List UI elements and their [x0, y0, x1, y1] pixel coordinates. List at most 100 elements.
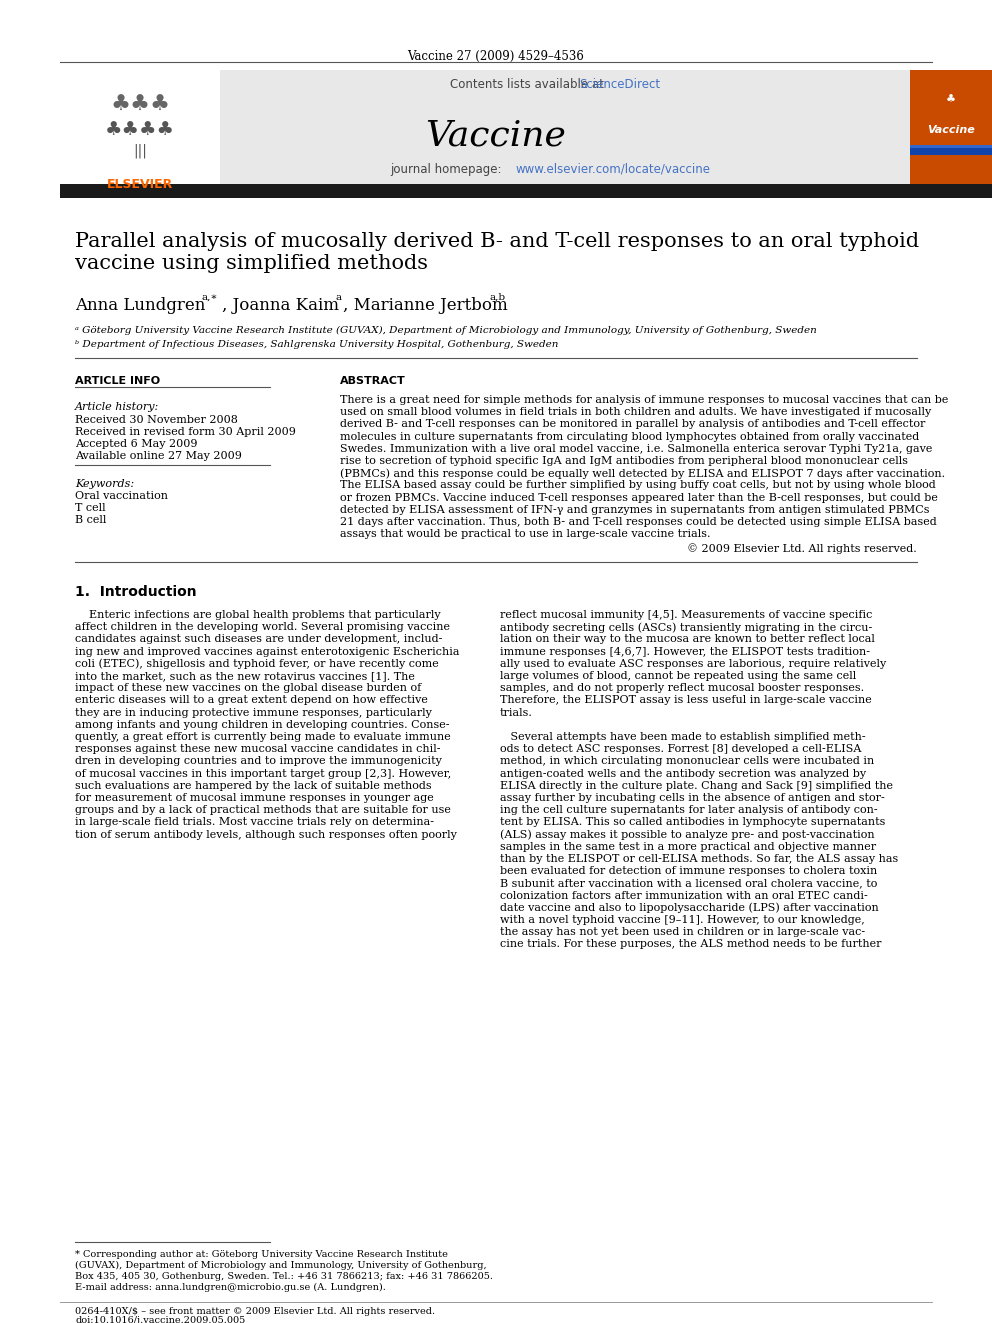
Text: Vaccine 27 (2009) 4529–4536: Vaccine 27 (2009) 4529–4536	[408, 50, 584, 64]
Text: |||: |||	[133, 143, 147, 157]
Bar	[60, 70, 220, 185]
Text: derived B- and T-cell responses can be monitored in parallel by analysis of anti: derived B- and T-cell responses can be m…	[340, 419, 926, 430]
Text: ScienceDirect: ScienceDirect	[579, 78, 660, 91]
Text: ods to detect ASC responses. Forrest [8] developed a cell-ELISA: ods to detect ASC responses. Forrest [8]…	[500, 745, 861, 754]
Text: Received 30 November 2008: Received 30 November 2008	[75, 415, 238, 425]
Text: date vaccine and also to lipopolysaccharide (LPS) after vaccination: date vaccine and also to lipopolysacchar…	[500, 902, 879, 913]
Text: ABSTRACT: ABSTRACT	[340, 376, 406, 386]
Text: Accepted 6 May 2009: Accepted 6 May 2009	[75, 439, 197, 448]
Text: Therefore, the ELISPOT assay is less useful in large-scale vaccine: Therefore, the ELISPOT assay is less use…	[500, 696, 872, 705]
Text: cine trials. For these purposes, the ALS method needs to be further: cine trials. For these purposes, the ALS…	[500, 939, 882, 950]
Text: 1.  Introduction: 1. Introduction	[75, 585, 196, 599]
Bar	[60, 184, 992, 198]
Text: affect children in the developing world. Several promising vaccine: affect children in the developing world.…	[75, 622, 450, 632]
Text: www.elsevier.com/locate/vaccine: www.elsevier.com/locate/vaccine	[516, 163, 711, 176]
Text: tion of serum antibody levels, although such responses often poorly: tion of serum antibody levels, although …	[75, 830, 457, 840]
Text: There is a great need for simple methods for analysis of immune responses to muc: There is a great need for simple methods…	[340, 396, 948, 405]
Text: T cell: T cell	[75, 503, 105, 513]
Text: dren in developing countries and to improve the immunogenicity: dren in developing countries and to impr…	[75, 757, 441, 766]
Text: (PBMCs) and this response could be equally well detected by ELISA and ELISPOT 7 : (PBMCs) and this response could be equal…	[340, 468, 945, 479]
Text: of mucosal vaccines in this important target group [2,3]. However,: of mucosal vaccines in this important ta…	[75, 769, 451, 779]
Text: * Corresponding author at: Göteborg University Vaccine Research Institute: * Corresponding author at: Göteborg Univ…	[75, 1250, 447, 1259]
Text: a,b: a,b	[490, 292, 506, 302]
Text: Vaccine: Vaccine	[928, 124, 975, 135]
Text: assay further by incubating cells in the absence of antigen and stor-: assay further by incubating cells in the…	[500, 792, 885, 803]
Text: ♣♣♣: ♣♣♣	[110, 95, 170, 115]
Text: trials.: trials.	[500, 708, 533, 717]
Text: antibody secreting cells (ASCs) transiently migrating in the circu-: antibody secreting cells (ASCs) transien…	[500, 622, 872, 632]
Text: used on small blood volumes in field trials in both children and adults. We have: used on small blood volumes in field tri…	[340, 407, 931, 417]
Text: for measurement of mucosal immune responses in younger age: for measurement of mucosal immune respon…	[75, 792, 434, 803]
Text: ♣: ♣	[946, 95, 956, 105]
Text: B subunit after vaccination with a licensed oral cholera vaccine, to: B subunit after vaccination with a licen…	[500, 878, 877, 889]
Text: a: a	[335, 292, 341, 302]
Text: doi:10.1016/j.vaccine.2009.05.005: doi:10.1016/j.vaccine.2009.05.005	[75, 1316, 245, 1323]
Text: the assay has not yet been used in children or in large-scale vac-: the assay has not yet been used in child…	[500, 927, 865, 937]
Bar	[910, 70, 992, 185]
Text: molecules in culture supernatants from circulating blood lymphocytes obtained fr: molecules in culture supernatants from c…	[340, 431, 920, 442]
Text: samples, and do not properly reflect mucosal booster responses.: samples, and do not properly reflect muc…	[500, 683, 864, 693]
Text: Vaccine: Vaccine	[426, 118, 566, 152]
Text: Enteric infections are global health problems that particularly: Enteric infections are global health pro…	[75, 610, 440, 620]
Text: Anna Lundgren: Anna Lundgren	[75, 296, 205, 314]
Text: ᵇ Department of Infectious Diseases, Sahlgrenska University Hospital, Gothenburg: ᵇ Department of Infectious Diseases, Sah…	[75, 340, 558, 349]
Text: ing the cell culture supernatants for later analysis of antibody con-: ing the cell culture supernatants for la…	[500, 806, 878, 815]
Text: groups and by a lack of practical methods that are suitable for use: groups and by a lack of practical method…	[75, 806, 451, 815]
Text: Parallel analysis of mucosally derived B- and T-cell responses to an oral typhoi: Parallel analysis of mucosally derived B…	[75, 232, 920, 251]
Text: The ELISA based assay could be further simplified by using buffy coat cells, but: The ELISA based assay could be further s…	[340, 480, 935, 491]
Text: quently, a great effort is currently being made to evaluate immune: quently, a great effort is currently bei…	[75, 732, 450, 742]
Text: (ALS) assay makes it possible to analyze pre- and post-vaccination: (ALS) assay makes it possible to analyze…	[500, 830, 875, 840]
Text: tent by ELISA. This so called antibodies in lymphocyte supernatants: tent by ELISA. This so called antibodies…	[500, 818, 886, 827]
Text: they are in inducing protective immune responses, particularly: they are in inducing protective immune r…	[75, 708, 432, 717]
Text: antigen-coated wells and the antibody secretion was analyzed by: antigen-coated wells and the antibody se…	[500, 769, 866, 779]
Text: ELISA directly in the culture plate. Chang and Sack [9] simplified the: ELISA directly in the culture plate. Cha…	[500, 781, 893, 791]
Text: coli (ETEC), shigellosis and typhoid fever, or have recently come: coli (ETEC), shigellosis and typhoid fev…	[75, 659, 438, 669]
Text: large volumes of blood, cannot be repeated using the same cell: large volumes of blood, cannot be repeat…	[500, 671, 856, 681]
Text: © 2009 Elsevier Ltd. All rights reserved.: © 2009 Elsevier Ltd. All rights reserved…	[687, 544, 917, 554]
Text: immune responses [4,6,7]. However, the ELISPOT tests tradition-: immune responses [4,6,7]. However, the E…	[500, 647, 870, 656]
Text: assays that would be practical to use in large-scale vaccine trials.: assays that would be practical to use in…	[340, 529, 710, 540]
Text: Box 435, 405 30, Gothenburg, Sweden. Tel.: +46 31 7866213; fax: +46 31 7866205.: Box 435, 405 30, Gothenburg, Sweden. Tel…	[75, 1271, 493, 1281]
Text: B cell: B cell	[75, 515, 106, 525]
Text: Received in revised form 30 April 2009: Received in revised form 30 April 2009	[75, 427, 296, 437]
Text: journal homepage:: journal homepage:	[390, 163, 505, 176]
Bar	[910, 148, 992, 155]
Text: or frozen PBMCs. Vaccine induced T-cell responses appeared later than the B-cell: or frozen PBMCs. Vaccine induced T-cell …	[340, 492, 937, 503]
Text: , Marianne Jertbom: , Marianne Jertbom	[343, 296, 508, 314]
Bar	[220, 70, 910, 185]
Text: with a novel typhoid vaccine [9–11]. However, to our knowledge,: with a novel typhoid vaccine [9–11]. How…	[500, 916, 865, 925]
Text: Keywords:: Keywords:	[75, 479, 134, 490]
Text: Available online 27 May 2009: Available online 27 May 2009	[75, 451, 242, 460]
Text: in large-scale field trials. Most vaccine trials rely on determina-: in large-scale field trials. Most vaccin…	[75, 818, 434, 827]
Text: Swedes. Immunization with a live oral model vaccine, i.e. Salmonella enterica se: Swedes. Immunization with a live oral mo…	[340, 443, 932, 454]
Text: ing new and improved vaccines against enterotoxigenic Escherichia: ing new and improved vaccines against en…	[75, 647, 459, 656]
Text: lation on their way to the mucosa are known to better reflect local: lation on their way to the mucosa are kn…	[500, 635, 875, 644]
Text: vaccine using simplified methods: vaccine using simplified methods	[75, 254, 428, 273]
Text: ♣♣♣♣: ♣♣♣♣	[105, 120, 175, 139]
Text: reflect mucosal immunity [4,5]. Measurements of vaccine specific: reflect mucosal immunity [4,5]. Measurem…	[500, 610, 872, 620]
Text: (GUVAX), Department of Microbiology and Immunology, University of Gothenburg,: (GUVAX), Department of Microbiology and …	[75, 1261, 487, 1270]
Text: responses against these new mucosal vaccine candidates in chil-: responses against these new mucosal vacc…	[75, 745, 440, 754]
Text: than by the ELISPOT or cell-ELISA methods. So far, the ALS assay has: than by the ELISPOT or cell-ELISA method…	[500, 855, 898, 864]
Bar	[910, 146, 992, 148]
Text: such evaluations are hampered by the lack of suitable methods: such evaluations are hampered by the lac…	[75, 781, 432, 791]
Text: , Joanna Kaim: , Joanna Kaim	[222, 296, 339, 314]
Text: Several attempts have been made to establish simplified meth-: Several attempts have been made to estab…	[500, 732, 866, 742]
Text: ally used to evaluate ASC responses are laborious, require relatively: ally used to evaluate ASC responses are …	[500, 659, 886, 669]
Text: enteric diseases will to a great extent depend on how effective: enteric diseases will to a great extent …	[75, 696, 428, 705]
Text: 21 days after vaccination. Thus, both B- and T-cell responses could be detected : 21 days after vaccination. Thus, both B-…	[340, 517, 936, 527]
Text: ᵃ Göteborg University Vaccine Research Institute (GUVAX), Department of Microbio: ᵃ Göteborg University Vaccine Research I…	[75, 325, 816, 335]
Text: among infants and young children in developing countries. Conse-: among infants and young children in deve…	[75, 720, 449, 730]
Text: been evaluated for detection of immune responses to cholera toxin: been evaluated for detection of immune r…	[500, 867, 877, 876]
Text: Article history:: Article history:	[75, 402, 160, 411]
Text: impact of these new vaccines on the global disease burden of: impact of these new vaccines on the glob…	[75, 683, 422, 693]
Text: a,∗: a,∗	[202, 292, 218, 302]
Text: Contents lists available at: Contents lists available at	[450, 78, 608, 91]
Text: into the market, such as the new rotavirus vaccines [1]. The: into the market, such as the new rotavir…	[75, 671, 415, 681]
Text: method, in which circulating mononuclear cells were incubated in: method, in which circulating mononuclear…	[500, 757, 874, 766]
Text: ARTICLE INFO: ARTICLE INFO	[75, 376, 160, 386]
Text: rise to secretion of typhoid specific IgA and IgM antibodies from peripheral blo: rise to secretion of typhoid specific Ig…	[340, 456, 908, 466]
Text: ELSEVIER: ELSEVIER	[107, 179, 174, 191]
Text: colonization factors after immunization with an oral ETEC candi-: colonization factors after immunization …	[500, 890, 868, 901]
Text: candidates against such diseases are under development, includ-: candidates against such diseases are und…	[75, 635, 442, 644]
